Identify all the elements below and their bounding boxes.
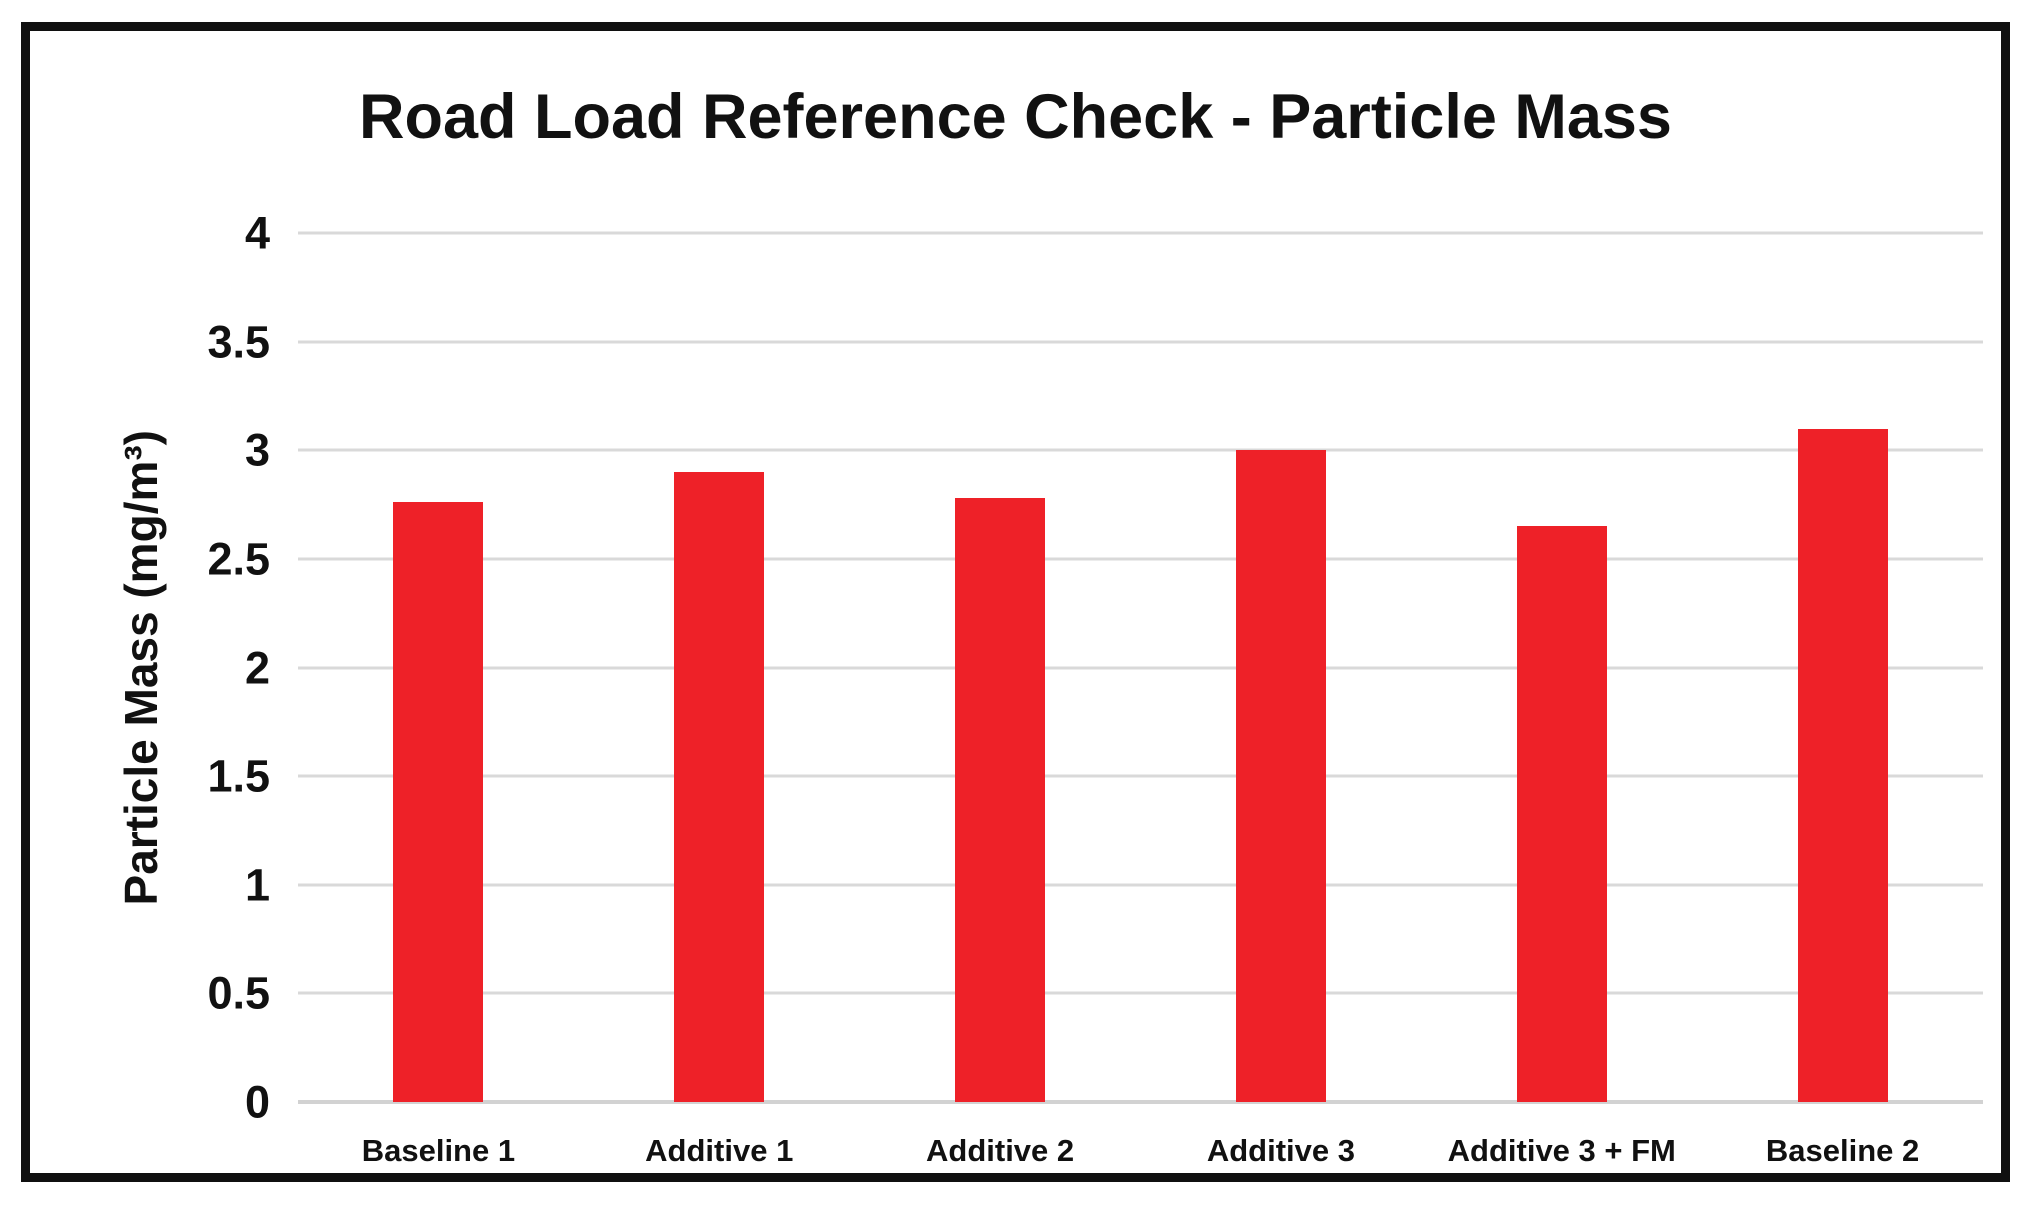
gridline — [298, 991, 1983, 995]
x-category-label: Additive 2 — [926, 1133, 1075, 1168]
gridline — [298, 231, 1983, 235]
gridline — [298, 774, 1983, 778]
bar-additive-1 — [674, 471, 765, 1102]
y-tick-label: 4 — [244, 207, 270, 259]
y-tick-label: 0.5 — [207, 967, 270, 1019]
y-tick-label: 0 — [244, 1076, 270, 1128]
x-category-label: Additive 3 — [1206, 1133, 1355, 1168]
gridline — [298, 883, 1983, 887]
bar-baseline-1 — [393, 502, 484, 1102]
x-category-label: Additive 3 + FM — [1447, 1133, 1676, 1168]
x-category-label: Baseline 1 — [361, 1133, 516, 1168]
x-category-label: Baseline 2 — [1765, 1133, 1920, 1168]
x-axis-line — [298, 1100, 1983, 1104]
x-category-label: Additive 1 — [645, 1133, 794, 1168]
y-tick-label: 1.5 — [207, 750, 270, 802]
y-tick-label: 3.5 — [207, 316, 270, 368]
plot-area — [298, 231, 1983, 1104]
y-tick-label: 1 — [244, 859, 270, 911]
gridline — [298, 340, 1983, 344]
bar-additive-3-fm — [1516, 526, 1607, 1102]
gridline — [298, 666, 1983, 669]
gridline — [298, 557, 1983, 561]
gridline — [298, 448, 1983, 452]
y-tick-label: 3 — [244, 424, 270, 476]
bar-baseline-2 — [1797, 428, 1888, 1102]
y-tick-label: 2.5 — [207, 533, 270, 585]
bar-additive-3 — [1235, 450, 1326, 1102]
chart-title: Road Load Reference Check - Particle Mas… — [359, 82, 1672, 152]
x-axis-category-labels: Baseline 1 Additive 1 Additive 2 Additive 3… — [298, 1129, 1983, 1185]
y-axis-tick-labels: 4 3.5 3 2.5 2 1.5 1 0.5 0 — [70, 211, 270, 1125]
bar-additive-2 — [955, 498, 1046, 1102]
y-tick-label: 2 — [244, 642, 270, 693]
chart-frame: Road Load Reference Check - Particle Mas… — [21, 22, 2010, 1182]
